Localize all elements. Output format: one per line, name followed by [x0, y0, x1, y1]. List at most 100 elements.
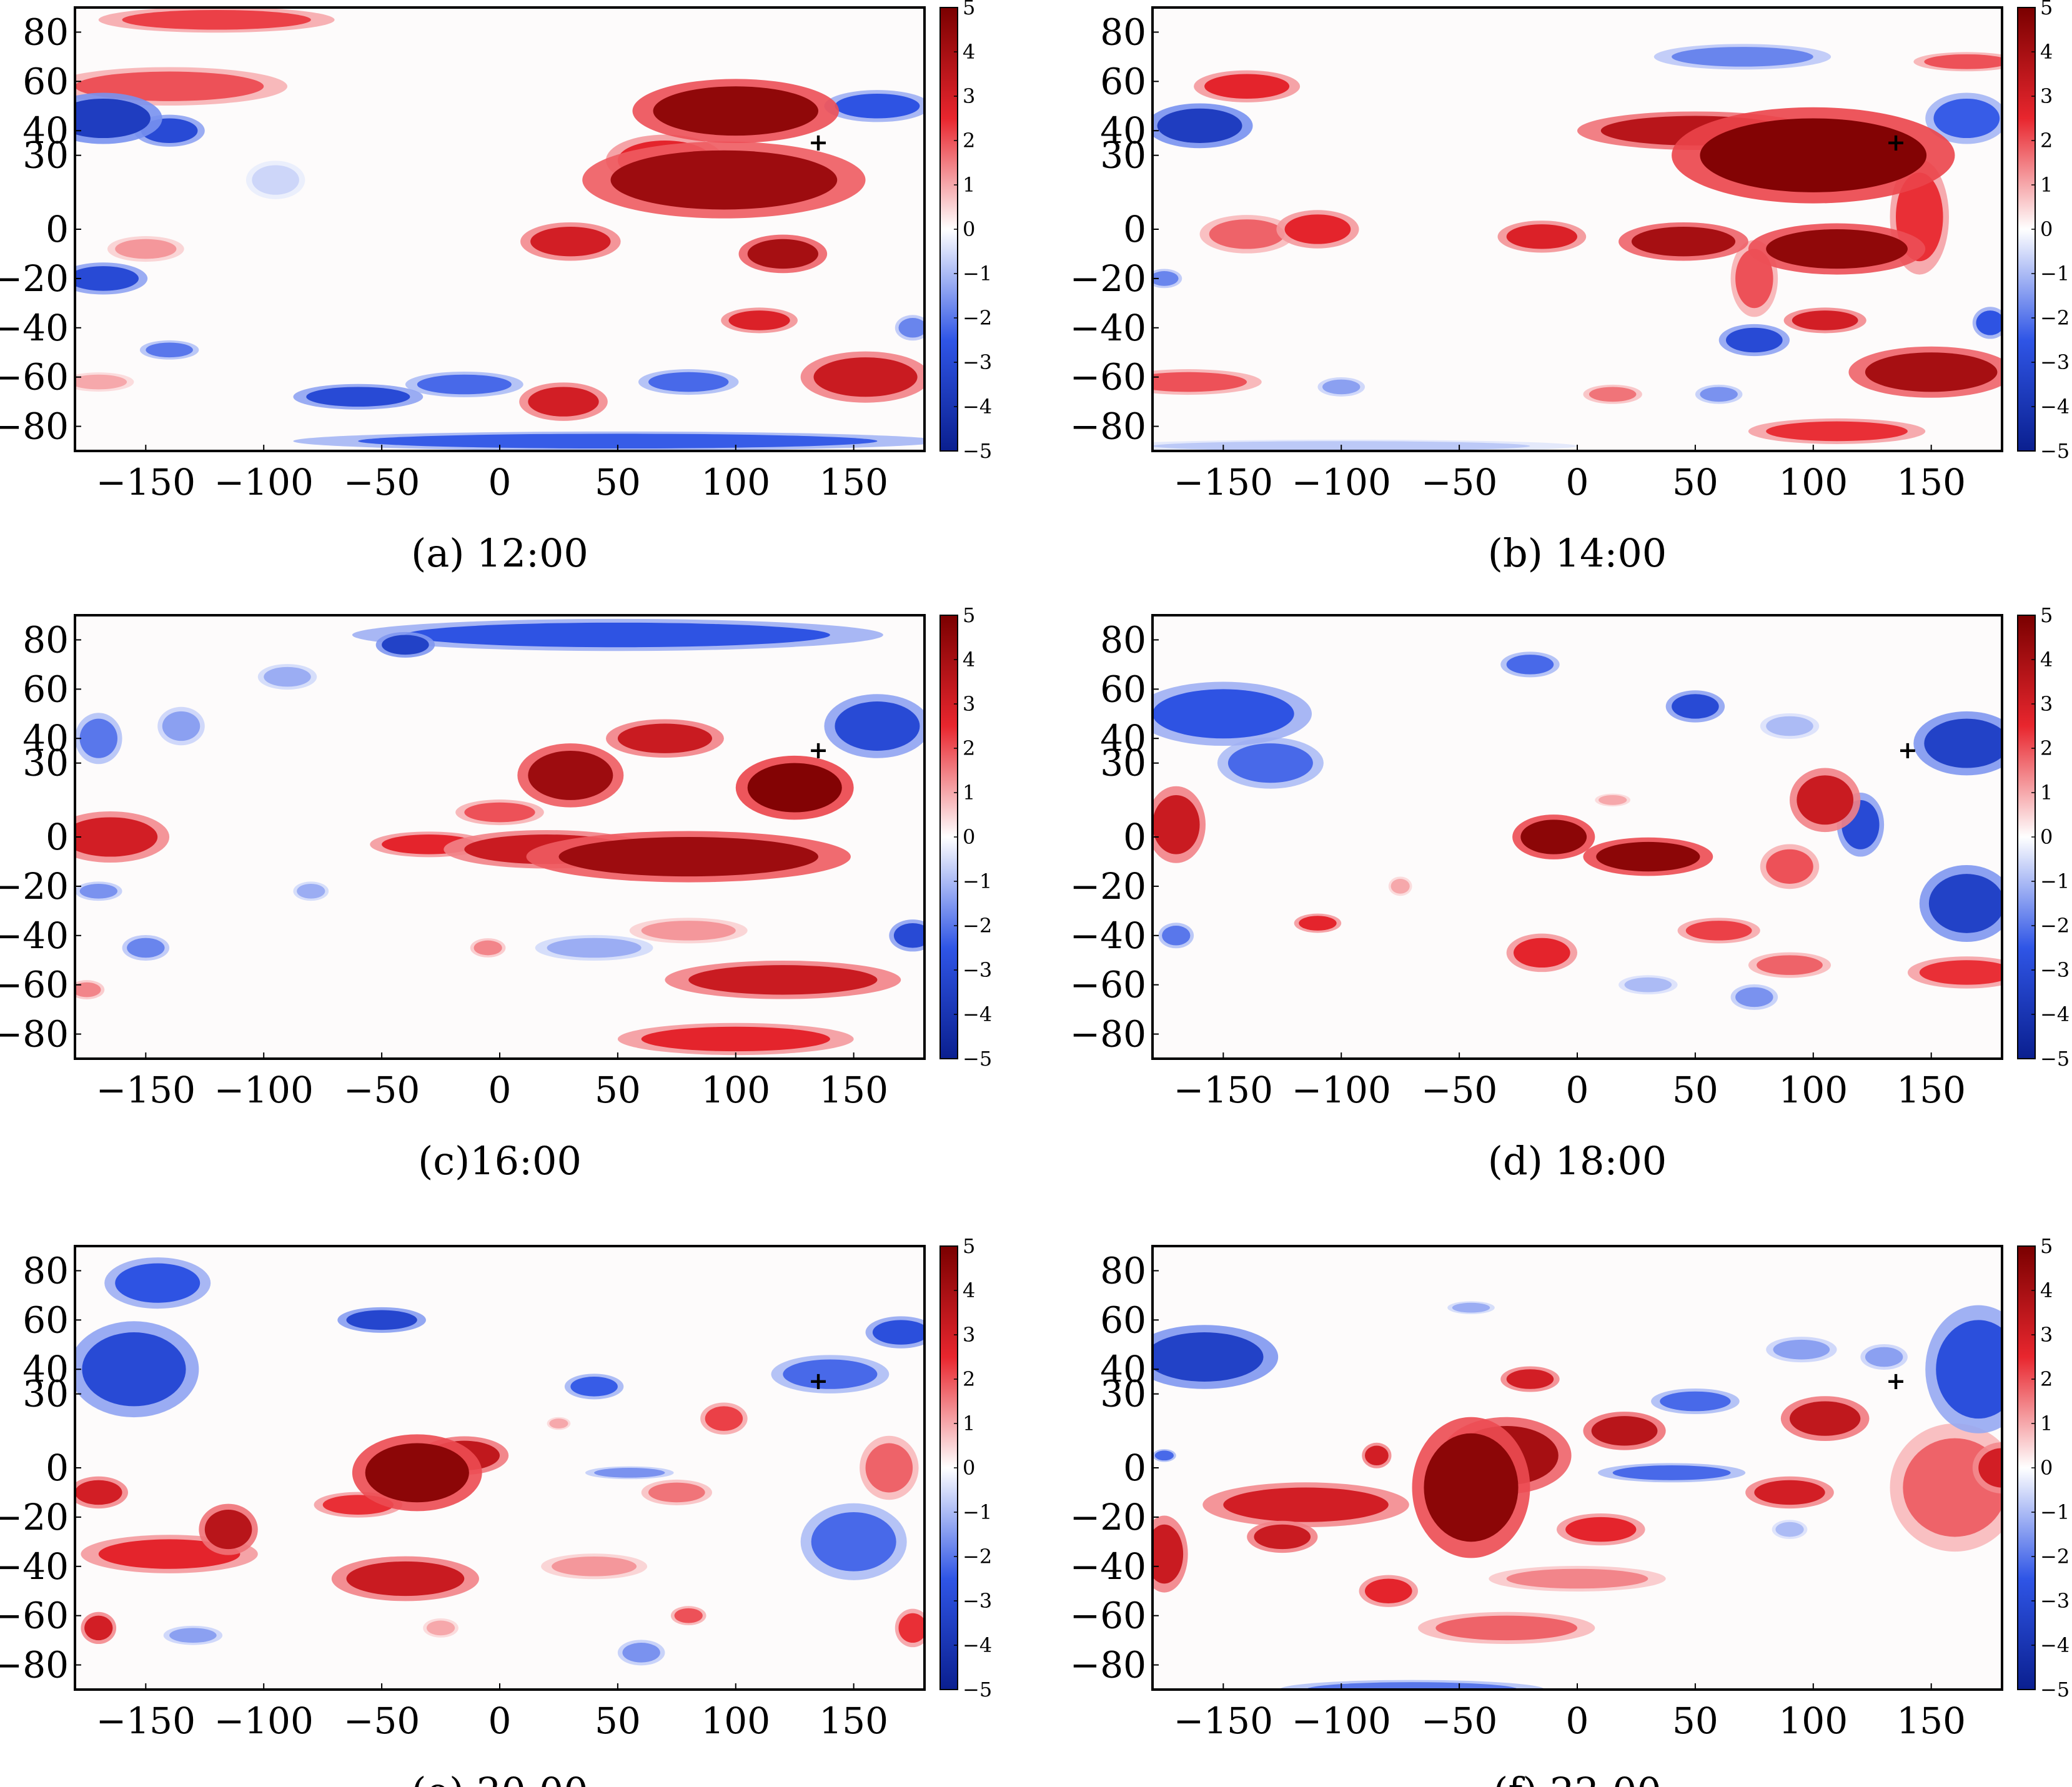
heatmap-region [1685, 921, 1752, 941]
heatmap-region [405, 622, 830, 648]
plot-area [1152, 1246, 2002, 1690]
colorbar-tick-label: −2 [2040, 306, 2070, 330]
colorbar-tick-label: −3 [2040, 1589, 2070, 1613]
heatmap-region [747, 239, 819, 269]
x-tick-label: 50 [1672, 1700, 1718, 1742]
colorbar-tick-label: −1 [963, 1500, 992, 1524]
heatmap-region [1299, 916, 1337, 931]
heatmap-field [75, 1257, 924, 1666]
heatmap-region [1735, 249, 1773, 309]
y-tick-label: −20 [0, 257, 69, 300]
colorbar-tick-label: 3 [963, 84, 975, 108]
y-tick-label: 60 [1100, 1299, 1146, 1341]
colorbar-tick-label: 0 [2040, 1456, 2053, 1480]
y-tick-label: 30 [22, 134, 69, 177]
x-tick-label: −150 [96, 461, 196, 503]
heatmap-region [346, 1310, 417, 1330]
colorbar-tick-label: 1 [2040, 1412, 2053, 1435]
x-tick-label: 150 [819, 1069, 888, 1111]
x-tick-label: 100 [701, 461, 770, 503]
heatmap-region [594, 1468, 665, 1478]
y-tick-label: 40 [1100, 109, 1146, 152]
heatmap-region [1209, 219, 1285, 249]
y-tick-label: 0 [46, 1447, 69, 1489]
heatmap-region [464, 802, 535, 823]
y-tick-label: −20 [1070, 865, 1146, 908]
heatmap-region [169, 1628, 217, 1643]
colorbar-tick-label: 2 [963, 736, 975, 760]
x-tick-label: 50 [1672, 1069, 1718, 1111]
x-tick-label: 150 [1896, 1700, 1966, 1742]
heatmap-region [872, 1320, 924, 1345]
chart-panel: −150 −100 −50 0 50 100 150−80−60−40−2003040608… [0, 603, 992, 1184]
x-tick-label: 100 [1778, 1069, 1848, 1111]
heatmap-region [1766, 849, 1813, 884]
heatmap-region [98, 1539, 240, 1569]
heatmap-region [1766, 421, 1908, 442]
heatmap-region [1700, 387, 1738, 402]
x-tick-label: 0 [1566, 1700, 1589, 1742]
x-tick-label: −100 [214, 1700, 314, 1742]
panel-caption: (a) 12:00 [411, 530, 588, 576]
y-tick-label: −60 [0, 964, 69, 1006]
heatmap-region [79, 883, 117, 899]
heatmap-region [1978, 1448, 2002, 1488]
heatmap-region [1152, 1332, 1264, 1382]
x-tick-label: 50 [595, 1700, 641, 1742]
y-tick-label: −80 [0, 1013, 69, 1056]
heatmap-region [1775, 1522, 1804, 1537]
y-tick-label: −80 [1070, 405, 1146, 448]
heatmap-region [204, 1510, 252, 1550]
colorbar-tick-label: −4 [963, 1633, 992, 1657]
heatmap-region [1322, 379, 1361, 395]
heatmap-region [552, 1557, 637, 1577]
heatmap-region [75, 71, 264, 101]
heatmap-region [1506, 1369, 1554, 1389]
heatmap-region [1506, 1568, 1648, 1589]
heatmap-region [1254, 1524, 1311, 1550]
x-tick-label: −50 [344, 461, 420, 503]
heatmap-region [1365, 1445, 1389, 1466]
location-marker: + [1898, 736, 1918, 764]
heatmap-field [1152, 651, 2002, 1010]
heatmap-region [1306, 1682, 1519, 1690]
x-tick-label: −100 [214, 461, 314, 503]
heatmap-region [641, 1026, 830, 1052]
x-tick-label: −100 [1292, 1069, 1391, 1111]
x-tick-label: 0 [488, 461, 512, 503]
heatmap-region [1726, 327, 1783, 353]
heatmap-region [747, 763, 842, 813]
colorbar-tick-label: 2 [963, 129, 975, 152]
heatmap-region [1365, 1578, 1412, 1603]
heatmap-region [1506, 655, 1554, 675]
heatmap-region [1672, 694, 1719, 719]
heatmap-region [893, 923, 924, 948]
heatmap-region [365, 1443, 469, 1503]
colorbar-tick-label: 1 [963, 781, 975, 804]
y-tick-label: 60 [22, 60, 69, 102]
colorbar-tick-label: −2 [2040, 1545, 2070, 1568]
y-tick-label: 80 [22, 618, 69, 661]
heatmap-region [1631, 227, 1736, 257]
y-tick-label: −60 [0, 1595, 69, 1637]
heatmap-region [75, 374, 127, 390]
heatmap-region [1624, 977, 1672, 993]
heatmap-region [115, 239, 177, 259]
colorbar-tick-label: 1 [963, 1412, 975, 1435]
colorbar-tick-label: 4 [963, 648, 975, 671]
heatmap-region [1565, 1517, 1637, 1542]
y-tick-label: 0 [1123, 1447, 1146, 1489]
location-marker: + [1886, 1367, 1906, 1395]
colorbar-tick-label: −1 [2040, 869, 2070, 893]
heatmap-region [570, 1377, 618, 1397]
x-tick-label: −50 [344, 1069, 420, 1111]
heatmap-region [1700, 118, 1927, 192]
heatmap-region [1757, 955, 1823, 975]
colorbar-tick-label: −5 [2040, 439, 2070, 463]
colorbar-tick-label: 2 [963, 1367, 975, 1391]
heatmap-region [1976, 310, 2002, 335]
colorbar-tick-label: −1 [2040, 1500, 2070, 1524]
heatmap-region [641, 921, 736, 941]
heatmap-region [122, 9, 311, 30]
heatmap-region [1284, 214, 1351, 244]
